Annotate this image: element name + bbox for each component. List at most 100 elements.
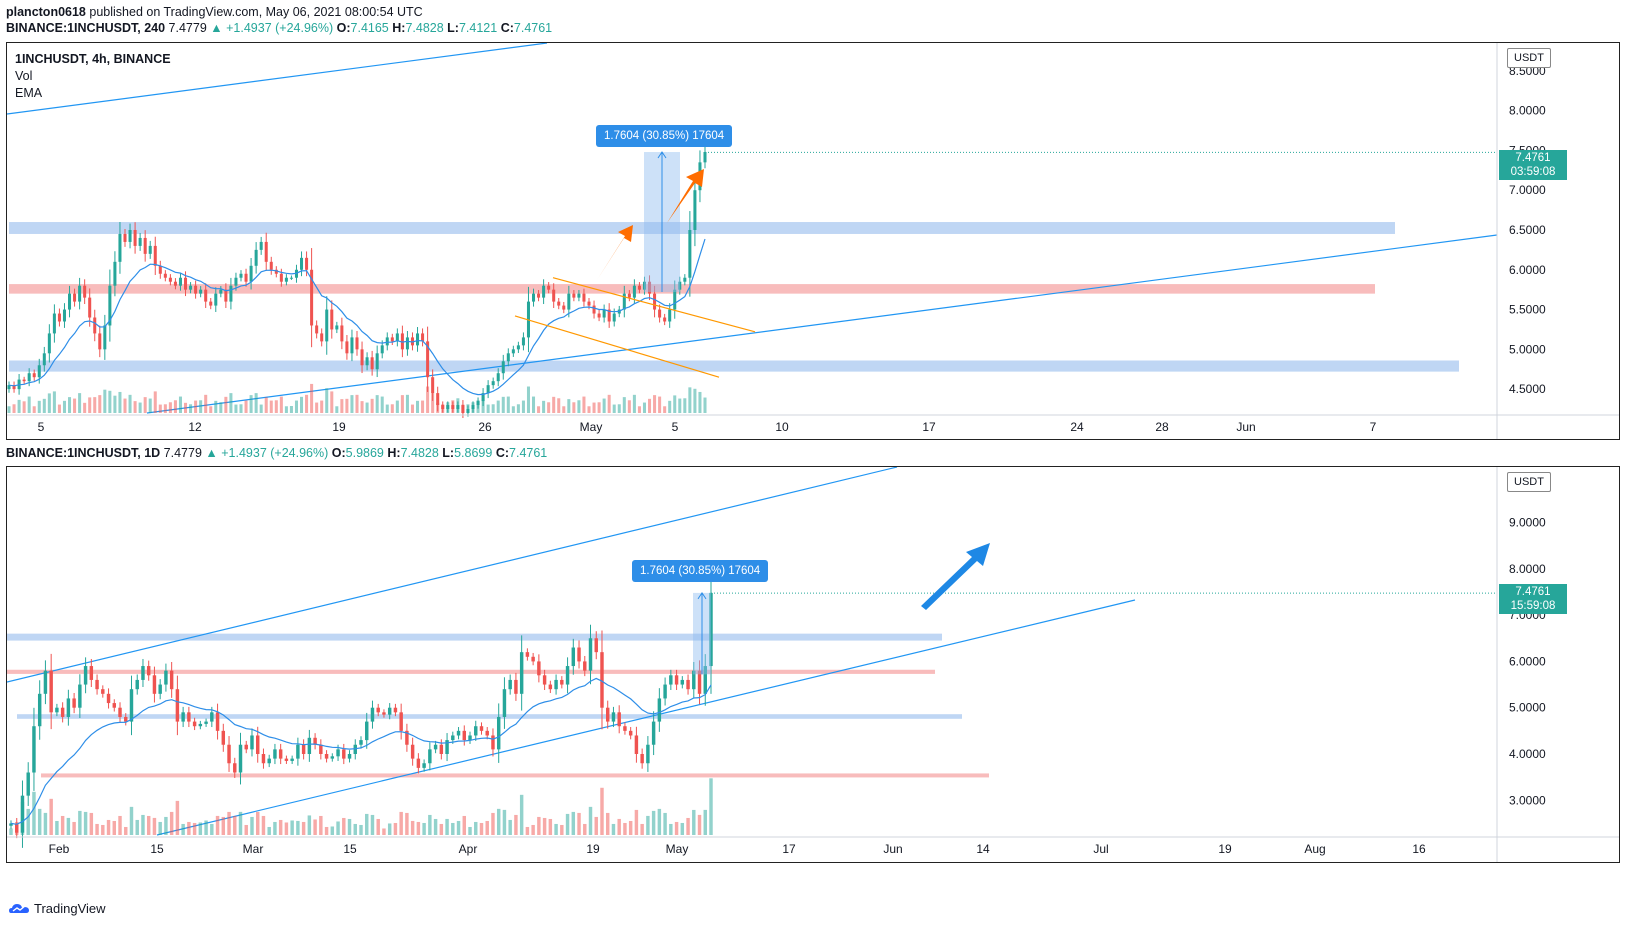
bottom-chart-svg[interactable]: 9.00008.00007.00006.00005.00004.00003.00… bbox=[7, 467, 1619, 862]
volume-bar bbox=[651, 810, 656, 835]
volume-bar bbox=[479, 822, 484, 835]
top-chart-pane[interactable]: 8.50008.00007.50007.00006.50006.00005.50… bbox=[6, 42, 1620, 440]
volume-bar bbox=[526, 386, 530, 413]
candle-body bbox=[336, 749, 340, 757]
volume-bar bbox=[284, 406, 288, 413]
volume-bar bbox=[335, 406, 339, 413]
candle-body bbox=[210, 712, 214, 722]
volume-bar bbox=[233, 815, 237, 835]
top-open-label: O: bbox=[336, 21, 351, 35]
time-tick-label: Jun bbox=[883, 842, 902, 856]
candle-body bbox=[385, 337, 389, 346]
candle-body bbox=[380, 345, 384, 354]
bottom-currency-button[interactable]: USDT bbox=[1507, 472, 1551, 492]
candle-body bbox=[506, 353, 510, 362]
volume-bar bbox=[683, 398, 687, 413]
volume-bar bbox=[347, 818, 352, 835]
candle-body bbox=[532, 293, 536, 302]
volume-bar bbox=[153, 391, 157, 413]
top-legend-vol[interactable]: Vol bbox=[15, 69, 33, 83]
volume-bar bbox=[486, 404, 490, 413]
price-tick-label: 3.0000 bbox=[1509, 793, 1546, 807]
volume-bar bbox=[141, 814, 145, 835]
volume-bar bbox=[496, 400, 500, 413]
candle-body bbox=[342, 749, 346, 759]
candle-body bbox=[259, 241, 263, 250]
candle-body bbox=[674, 675, 679, 685]
ema-line bbox=[8, 238, 706, 396]
candle-body bbox=[462, 730, 466, 741]
candle-body bbox=[324, 753, 329, 759]
volume-bar bbox=[557, 398, 561, 413]
measure-arrow-head bbox=[657, 151, 667, 159]
candle-body bbox=[129, 689, 134, 722]
top-legend-ema[interactable]: EMA bbox=[15, 86, 43, 100]
volume-bar bbox=[365, 813, 369, 835]
candle-body bbox=[113, 261, 117, 286]
candle-body bbox=[382, 712, 386, 715]
volume-bar bbox=[273, 821, 277, 835]
candle-body bbox=[658, 309, 662, 318]
candle-body bbox=[428, 749, 432, 764]
candle-body bbox=[400, 333, 404, 350]
top-open: 7.4165 bbox=[350, 21, 389, 35]
time-tick-label: 5 bbox=[672, 420, 679, 434]
candle-body bbox=[600, 652, 604, 708]
bottom-countdown: 15:59:08 bbox=[1510, 600, 1556, 612]
volume-bar bbox=[296, 820, 300, 835]
top-chart-svg[interactable]: 8.50008.00007.50007.00006.50006.00005.50… bbox=[7, 43, 1619, 439]
candle-body bbox=[347, 753, 352, 759]
volume-bar bbox=[93, 397, 97, 413]
volume-bar bbox=[531, 824, 535, 835]
time-tick-label: Aug bbox=[1304, 842, 1325, 856]
wedge-lower-line bbox=[514, 315, 720, 378]
candle-body bbox=[15, 823, 19, 833]
candle-body bbox=[296, 744, 300, 759]
time-tick-label: May bbox=[580, 420, 603, 434]
candle-body bbox=[12, 385, 16, 390]
top-currency-button[interactable]: USDT bbox=[1507, 48, 1551, 68]
tradingview-brand[interactable]: TradingView bbox=[8, 901, 106, 916]
volume-bar bbox=[640, 823, 644, 835]
volume-bar bbox=[709, 778, 713, 835]
candle-body bbox=[274, 269, 278, 274]
top-high-label: H: bbox=[392, 21, 406, 35]
candle-body bbox=[370, 707, 375, 722]
volume-bar bbox=[410, 404, 414, 413]
bottom-chart-pane[interactable]: 9.0000 8.0000 7.0000 6.0000 5.0000 4.0000 3.00… bbox=[6, 466, 1620, 863]
volume-bar bbox=[376, 818, 380, 835]
volume-bar bbox=[370, 398, 374, 413]
publisher-name[interactable]: plancton0618 bbox=[6, 5, 86, 19]
time-tick-label: 17 bbox=[782, 842, 796, 856]
volume-bar bbox=[606, 812, 610, 835]
volume-bar bbox=[168, 402, 172, 413]
volume-bar bbox=[359, 824, 363, 835]
volume-bar bbox=[264, 397, 268, 413]
candle-body bbox=[663, 317, 667, 322]
candle-body bbox=[20, 795, 25, 833]
volume-bar bbox=[421, 400, 425, 413]
candle-body bbox=[594, 638, 598, 653]
volume-bar bbox=[215, 815, 220, 835]
time-tick-label: 16 bbox=[1412, 842, 1426, 856]
volume-bar bbox=[238, 811, 243, 835]
volume-bar bbox=[628, 820, 633, 835]
volume-bar bbox=[83, 811, 88, 835]
volume-bar bbox=[49, 798, 53, 835]
candle-body bbox=[387, 707, 392, 715]
volume-bar bbox=[57, 404, 61, 413]
candle-body bbox=[446, 405, 450, 410]
candle-body bbox=[451, 735, 455, 741]
candle-body bbox=[47, 333, 51, 354]
volume-bar bbox=[360, 401, 364, 413]
volume-bar bbox=[583, 823, 587, 835]
candle-body bbox=[669, 675, 673, 685]
volume-bar bbox=[431, 393, 435, 413]
volume-bar bbox=[663, 406, 667, 413]
trend-line-0 bbox=[7, 467, 898, 683]
volume-bar bbox=[187, 821, 191, 835]
volume-bar bbox=[229, 393, 233, 413]
measure-arrow-head bbox=[697, 592, 707, 600]
time-tick-label: 15 bbox=[343, 842, 357, 856]
candle-body bbox=[648, 281, 652, 294]
